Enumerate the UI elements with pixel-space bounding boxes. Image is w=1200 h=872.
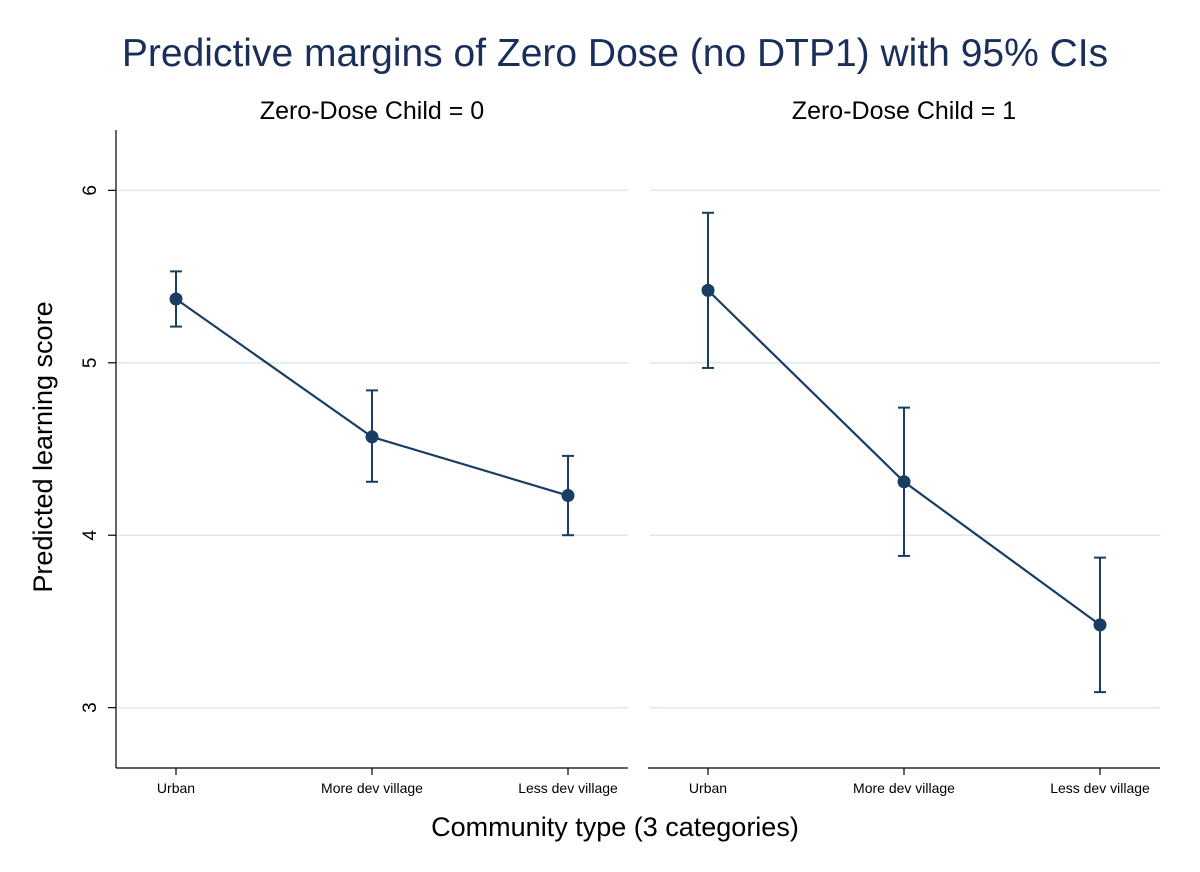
x-tick-label-right-0: Urban xyxy=(689,780,727,796)
panel-title-right: Zero-Dose Child = 1 xyxy=(792,97,1016,125)
x-tick-label-left-1: More dev village xyxy=(321,780,423,796)
x-tick-label-left-0: Urban xyxy=(157,780,195,796)
chart-title: Predictive margins of Zero Dose (no DTP1… xyxy=(122,32,1108,75)
data-point-left-0 xyxy=(169,292,183,306)
y-tick-label-5: 5 xyxy=(80,357,101,368)
x-axis-label: Community type (3 categories) xyxy=(431,812,799,842)
y-tick-label-3: 3 xyxy=(80,702,101,713)
data-point-left-1 xyxy=(365,430,379,444)
panel-title-left: Zero-Dose Child = 0 xyxy=(260,97,484,125)
panel-left: 3 4 5 6 Urban More dev village Less dev villag… xyxy=(80,130,628,796)
x-tick-label-right-2: Less dev village xyxy=(1050,780,1150,796)
data-point-right-0 xyxy=(701,283,715,297)
panel-right: Urban More dev village Less dev village xyxy=(648,189,1160,796)
y-axis-label: Predicted learning score xyxy=(28,301,58,592)
x-tick-label-left-2: Less dev village xyxy=(518,780,618,796)
data-point-right-1 xyxy=(897,475,911,489)
y-tick-label-6: 6 xyxy=(80,185,101,196)
y-tick-label-4: 4 xyxy=(80,530,101,541)
data-point-left-2 xyxy=(561,489,575,503)
x-tick-label-right-1: More dev village xyxy=(853,780,955,796)
data-point-right-2 xyxy=(1093,618,1107,632)
